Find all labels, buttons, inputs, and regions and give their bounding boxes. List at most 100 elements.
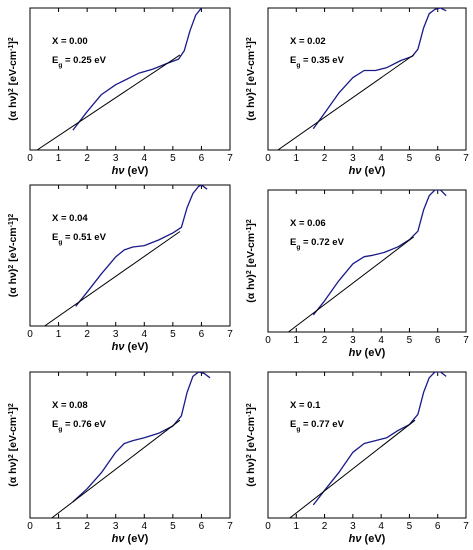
x-axis-label: hν (eV) xyxy=(349,347,386,359)
x-tick-label: 1 xyxy=(294,521,300,532)
x-tick-label: 3 xyxy=(350,521,356,532)
x-axis-label: hν (eV) xyxy=(112,165,149,177)
absorption-curve xyxy=(72,372,211,503)
band-gap-label: Eg = 0.76 eV xyxy=(52,419,107,433)
plot-data xyxy=(277,8,447,150)
x-tick-label: 3 xyxy=(350,153,356,164)
y-axis-label: (α hν)2 [eV-cm-1]2 xyxy=(245,37,257,121)
plot-frame xyxy=(267,189,467,333)
linear-fit-line xyxy=(51,419,181,518)
composition-label: X = 0.04 xyxy=(52,213,88,224)
x-tick-label: 5 xyxy=(407,335,413,346)
x-tick-label: 4 xyxy=(142,521,148,532)
x-tick-label: 2 xyxy=(322,521,328,532)
x-tick-label: 5 xyxy=(170,521,176,532)
x-tick-label: 1 xyxy=(56,153,62,164)
x-tick-label: 4 xyxy=(378,335,384,346)
linear-fit-line xyxy=(277,54,414,150)
x-tick-label: 7 xyxy=(463,521,469,532)
x-tick-label: 6 xyxy=(435,335,441,346)
absorption-curve xyxy=(75,185,208,307)
x-tick-label: 0 xyxy=(27,329,33,340)
chart-panel-6: 0 1 2 3 4 5 6 7 hν (eV) (α hν)2 [eV-cm-1]2 X = 0.1… xyxy=(245,371,469,545)
x-tick-label: 0 xyxy=(265,521,271,532)
plot-data xyxy=(289,372,447,518)
linear-fit-line xyxy=(44,231,181,326)
plot-frame xyxy=(29,371,231,519)
plot-frame xyxy=(29,7,231,151)
absorption-curve xyxy=(312,190,447,316)
chart-panel-1: 0 1 2 3 4 5 6 7 hν (eV) (α hν)2 [eV-cm-1]2 X = 0.0… xyxy=(7,7,233,177)
x-tick-label: 7 xyxy=(227,329,233,340)
y-axis-label: (α hν)2 [eV-cm-1]2 xyxy=(245,219,257,303)
y-axis-label: (α hν)2 [eV-cm-1]2 xyxy=(7,214,19,298)
x-tick-label: 7 xyxy=(227,521,233,532)
x-tick-label: 3 xyxy=(113,153,119,164)
x-tick-label: 1 xyxy=(294,153,300,164)
x-tick-label: 2 xyxy=(322,153,328,164)
chart-panel-4: 0 1 2 3 4 5 6 7 hν (eV) (α hν)2 [eV-cm-1]2 X = 0.0… xyxy=(245,189,469,359)
band-gap-label: Eg = 0.35 eV xyxy=(290,55,345,69)
chart-panel-2: 0 1 2 3 4 5 6 7 hν (eV) (α hν)2 [eV-cm-1]2 X = 0.0… xyxy=(245,7,469,177)
composition-label: X = 0.02 xyxy=(290,36,326,47)
plot-data xyxy=(44,185,208,326)
band-gap-label: Eg = 0.51 eV xyxy=(52,232,107,246)
x-tick-label: 5 xyxy=(170,329,176,340)
x-tick-label: 0 xyxy=(27,153,33,164)
absorption-curve xyxy=(312,8,447,130)
plot-frame xyxy=(267,7,467,151)
plot-data xyxy=(36,8,203,150)
composition-label: X = 0.00 xyxy=(52,36,88,47)
x-axis-label: hν (eV) xyxy=(349,165,386,177)
x-tick-label: 2 xyxy=(84,521,90,532)
x-tick-label: 3 xyxy=(113,329,119,340)
chart-panel-5: 0 1 2 3 4 5 6 7 hν (eV) (α hν)2 [eV-cm-1]2 X = 0.0… xyxy=(7,371,233,545)
x-tick-label: 0 xyxy=(265,153,271,164)
x-tick-label: 1 xyxy=(294,335,300,346)
x-tick-label: 5 xyxy=(407,153,413,164)
x-tick-label: 6 xyxy=(199,329,205,340)
x-tick-label: 1 xyxy=(56,521,62,532)
band-gap-label: Eg = 0.77 eV xyxy=(290,419,345,433)
band-gap-label: Eg = 0.72 eV xyxy=(290,237,345,251)
x-tick-label: 7 xyxy=(463,153,469,164)
x-tick-label: 0 xyxy=(27,521,33,532)
x-tick-label: 6 xyxy=(435,521,441,532)
plot-frame xyxy=(267,371,467,519)
x-tick-label: 2 xyxy=(84,329,90,340)
y-axis-label: (α hν)2 [eV-cm-1]2 xyxy=(7,37,19,121)
x-tick-label: 0 xyxy=(265,335,271,346)
band-gap-label: Eg = 0.25 eV xyxy=(52,55,107,69)
x-tick-label: 5 xyxy=(407,521,413,532)
linear-fit-line xyxy=(288,236,415,332)
x-tick-label: 7 xyxy=(463,335,469,346)
x-tick-label: 6 xyxy=(199,153,205,164)
x-tick-label: 2 xyxy=(322,335,328,346)
x-tick-label: 6 xyxy=(435,153,441,164)
x-tick-label: 4 xyxy=(142,329,148,340)
plot-data xyxy=(51,372,211,518)
x-tick-label: 4 xyxy=(378,521,384,532)
x-axis-label: hν (eV) xyxy=(349,533,386,545)
absorption-curve xyxy=(312,372,447,506)
x-tick-label: 2 xyxy=(84,153,90,164)
x-axis-label: hν (eV) xyxy=(112,341,149,353)
x-tick-label: 4 xyxy=(378,153,384,164)
y-axis-label: (α hν)2 [eV-cm-1]2 xyxy=(7,403,19,487)
chart-panel-3: 0 1 2 3 4 5 6 7 hν (eV) (α hν)2 [eV-cm-1]2 X = 0.0… xyxy=(7,184,233,353)
x-tick-label: 3 xyxy=(113,521,119,532)
x-tick-label: 5 xyxy=(170,153,176,164)
absorption-curve xyxy=(72,8,203,131)
x-tick-label: 1 xyxy=(56,329,62,340)
composition-label: X = 0.1 xyxy=(290,400,321,411)
composition-label: X = 0.08 xyxy=(52,400,88,411)
x-tick-label: 3 xyxy=(350,335,356,346)
x-axis-label: hν (eV) xyxy=(112,533,149,545)
x-tick-label: 4 xyxy=(142,153,148,164)
composition-label: X = 0.06 xyxy=(290,218,326,229)
x-tick-label: 6 xyxy=(199,521,205,532)
x-tick-label: 7 xyxy=(227,153,233,164)
y-axis-label: (α hν)2 [eV-cm-1]2 xyxy=(245,403,257,487)
linear-fit-line xyxy=(289,419,416,518)
